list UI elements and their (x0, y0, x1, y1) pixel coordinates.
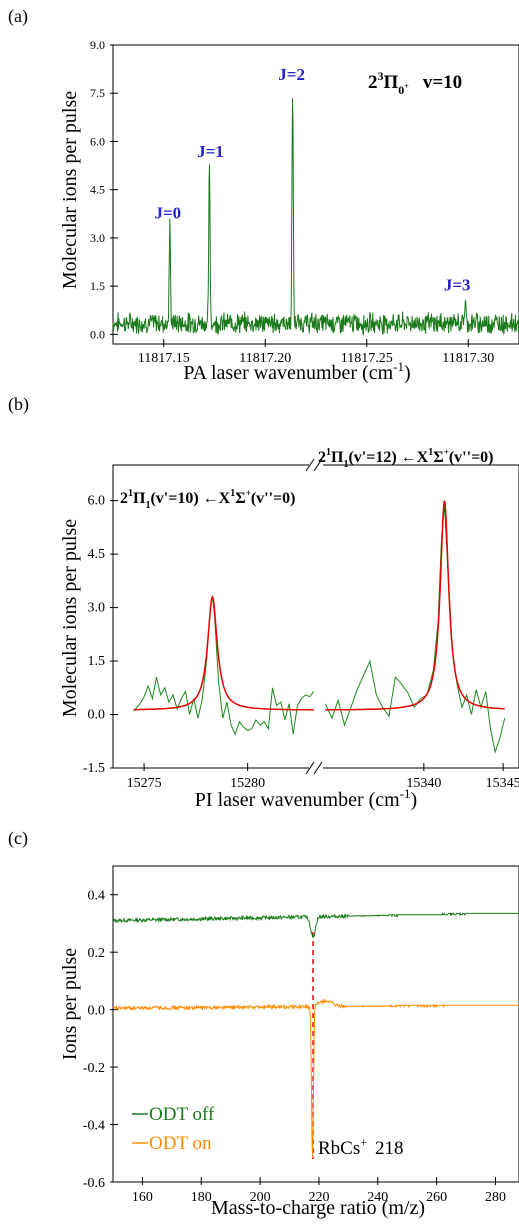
panel-a-y-tick-label: 6.0 (90, 134, 105, 148)
panel-b-y-tick-label: 4.5 (88, 547, 106, 562)
panel-c-peak-annotation: RbCs+ 218 (318, 1135, 404, 1159)
panel-b-transition-label-2: 21Π1(v'=12) ←X1Σ+(v''=0) (318, 447, 494, 470)
panel-b-x-axis-label: PI laser wavenumber (cm-1) (195, 786, 417, 811)
panel-b-x-tick-label: 15275 (127, 776, 162, 791)
panel-b-axis-break-mark (313, 458, 323, 472)
panel-a-x-tick-label: 11817.30 (442, 351, 494, 366)
panel-b-y-tick-label: -1.5 (83, 761, 105, 776)
panel-b-y-tick-label: 1.5 (88, 654, 106, 669)
peak-label-j3: J=3 (444, 276, 471, 295)
panel-b-y-tick-label: 0.0 (88, 708, 106, 723)
panel-c-x-tick-label: 200 (250, 1190, 271, 1205)
panel-c-frame (112, 865, 519, 1183)
panel-a-spectrum-trace (112, 98, 519, 336)
panel-b-data-trace-1 (133, 596, 315, 736)
panel-a-y-tick-label: 0.0 (90, 327, 105, 341)
panel-b-lorentzian-fit-2 (325, 500, 505, 711)
panel-b-axis-break-mark (305, 761, 315, 775)
panel-c-y-tick-label: 0.0 (88, 1004, 106, 1019)
panel-c-y-axis-label: Ions per pulse (59, 948, 81, 1060)
peak-label-j1: J=1 (197, 142, 224, 161)
panel-a-peak-labels: J=0 J=1 J=2 J=3 (154, 65, 470, 295)
panel-b-x-tick-label: 15345 (486, 776, 519, 791)
panel-c: (c) -0.6 -0.4 -0.2 0.0 0.2 0.4 160 180 200 220 240… (8, 828, 519, 1219)
panel-c-x-tick-label: 280 (485, 1190, 506, 1205)
panel-c-series-odt-off (112, 912, 519, 939)
panel-label-c: (c) (8, 828, 28, 849)
panel-a-x-tick-label: 11817.15 (138, 351, 190, 366)
panel-b-lorentzian-fit-1 (133, 595, 314, 711)
panel-a-y-tick-label: 1.5 (90, 279, 105, 293)
panel-c-series-odt-on (112, 998, 519, 1158)
panel-a-y-axis-label: Molecular ions per pulse (59, 91, 81, 289)
peak-label-j2: J=2 (278, 65, 305, 84)
legend-label-odt-on: ODT on (149, 1133, 212, 1154)
panel-a-frame (112, 44, 519, 345)
panel-c-x-tick-label: 220 (308, 1190, 329, 1205)
panel-b-x-tick-label: 15340 (406, 776, 441, 791)
panel-b-transition-labels: 21Π1(v'=10) ←X1Σ+(v''=0) 21Π1(v'=12) ←X1Σ… (120, 447, 494, 511)
peak-label-j0: J=0 (154, 203, 181, 222)
panel-b-spectrum (133, 500, 506, 754)
panel-label-a: (a) (8, 6, 28, 27)
panel-b-transition-label-1: 21Π1(v'=10) ←X1Σ+(v''=0) (120, 488, 296, 511)
panel-b-y-tick-label: 3.0 (88, 601, 106, 616)
panel-c-y-tick-label: 0.4 (88, 889, 106, 904)
panel-b-axis-break-mark (313, 761, 323, 775)
legend-label-odt-off: ODT off (149, 1104, 215, 1125)
panel-c-spectra (112, 912, 519, 1160)
panel-c-y-tick-label: -0.6 (83, 1176, 105, 1191)
panel-c-y-tick-label: 0.2 (88, 946, 106, 961)
panel-a-state-annotation: 23Π0+ v=10 (368, 69, 462, 97)
panel-b: (b) -1.5 0.0 1.5 3.0 4.5 6.0 15275 15280 15340 15… (8, 394, 519, 811)
panel-c-x-tick-label: 240 (367, 1190, 388, 1205)
panel-a-y-tick-label: 4.5 (90, 183, 105, 197)
panel-b-x-tick-label: 15280 (230, 776, 265, 791)
panel-a-x-tick-label: 11817.25 (341, 351, 393, 366)
panel-c-axes: -0.6 -0.4 -0.2 0.0 0.2 0.4 160 180 200 220 240 260 2… (83, 865, 519, 1205)
panel-a: (a) 0.0 1.5 3.0 4.5 6.0 7.5 9.0 11817.15 11817.2… (8, 6, 519, 384)
panel-a-x-tick-label: 11817.20 (239, 351, 291, 366)
panel-b-axes: -1.5 0.0 1.5 3.0 4.5 6.0 15275 15280 15340 15345 (83, 458, 519, 791)
panel-c-x-tick-label: 180 (191, 1190, 212, 1205)
panel-a-y-tick-label: 3.0 (90, 231, 105, 245)
panel-b-y-axis-label: Molecular ions per pulse (59, 519, 81, 717)
panel-c-y-tick-label: -0.2 (83, 1061, 105, 1076)
panel-b-axis-break-mark (305, 458, 315, 472)
panel-c-y-tick-label: -0.4 (83, 1119, 105, 1134)
panel-a-y-tick-label: 9.0 (90, 38, 105, 52)
panel-b-data-trace-2 (325, 504, 506, 754)
panel-label-b: (b) (8, 394, 29, 415)
panel-a-y-tick-label: 7.5 (90, 86, 105, 100)
panel-a-x-axis-label: PA laser wavenumber (cm-1) (183, 359, 410, 384)
panel-b-y-tick-label: 6.0 (88, 494, 106, 509)
panel-b-frame (112, 464, 519, 769)
panel-c-x-tick-label: 160 (132, 1190, 153, 1205)
panel-a-axes: 0.0 1.5 3.0 4.5 6.0 7.5 9.0 11817.15 11817.20 118… (90, 38, 519, 366)
panel-c-legend: ODT off ODT on (132, 1104, 215, 1154)
panel-a-spectrum (112, 98, 519, 336)
panel-c-x-tick-label: 260 (426, 1190, 447, 1205)
panel-c-x-axis-label: Mass-to-charge ratio (m/z) (211, 1197, 425, 1219)
